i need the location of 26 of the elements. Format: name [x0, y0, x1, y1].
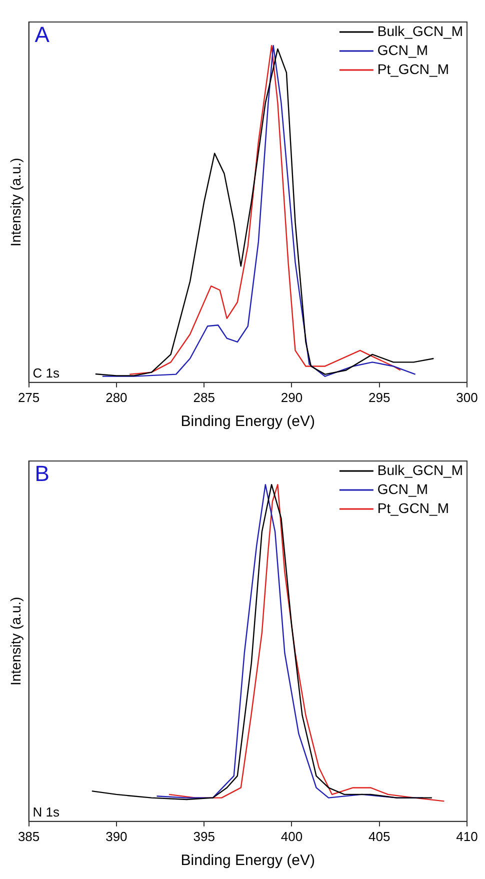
x-tick-label: 395 [193, 828, 215, 844]
legend-label: Bulk_GCN_M [377, 462, 464, 478]
x-tick-label: 300 [456, 390, 478, 405]
x-tick-label: 295 [368, 390, 390, 405]
x-tick-label: 285 [193, 390, 215, 405]
x-tick-label: 275 [18, 390, 40, 405]
x-tick-label: 400 [280, 828, 303, 844]
annotation: N 1s [32, 804, 60, 820]
x-axis-title: Binding Energy (eV) [180, 413, 316, 430]
y-axis-title: Intensity (a.u.) [7, 158, 24, 247]
legend-label: Bulk_GCN_M [377, 22, 464, 39]
x-axis-title: Binding Energy (eV) [180, 852, 316, 870]
legend-label: Pt_GCN_M [377, 500, 449, 516]
annotation: C 1s [32, 365, 60, 380]
annotation: A [34, 22, 50, 48]
legend-label: GCN_M [377, 42, 428, 58]
x-tick-label: 290 [280, 390, 303, 405]
legend-label: GCN_M [377, 480, 428, 497]
x-tick-label: 410 [456, 828, 478, 844]
legend-label: Pt_GCN_M [377, 60, 449, 77]
y-axis-title: Intensity (a.u.) [7, 596, 24, 686]
x-tick-label: 385 [18, 828, 40, 844]
x-tick-label: 405 [368, 828, 390, 844]
annotation: B [34, 461, 50, 486]
x-tick-label: 280 [106, 390, 128, 405]
x-tick-label: 390 [106, 828, 128, 844]
